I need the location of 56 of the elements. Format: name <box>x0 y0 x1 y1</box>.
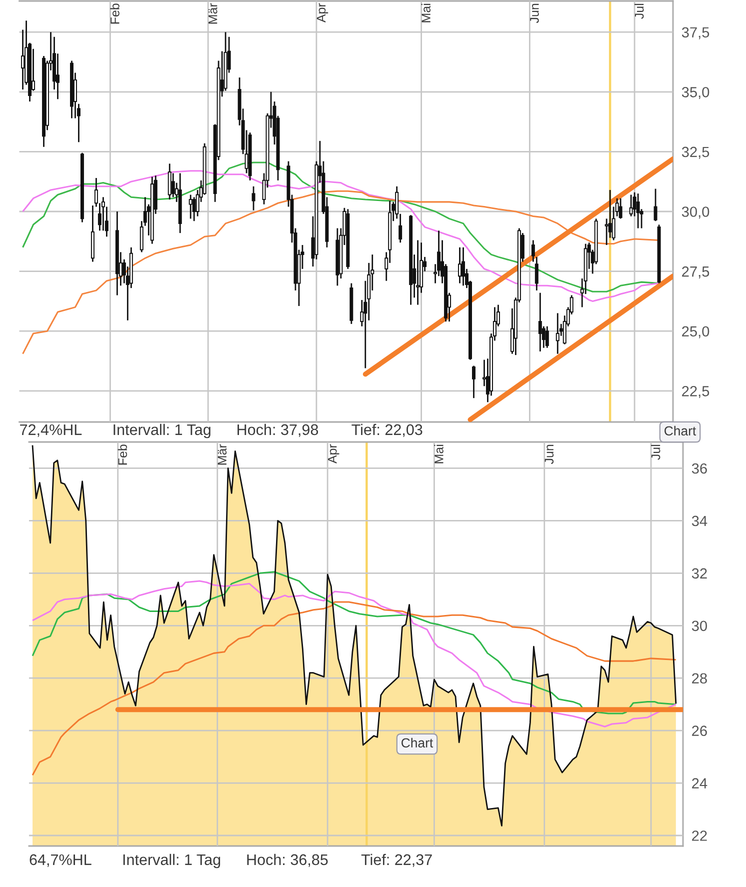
y-tick-label: 25,0 <box>682 326 710 338</box>
candlestick <box>168 162 172 200</box>
x-tick-label: Jul <box>651 444 660 460</box>
candlestick <box>192 196 196 222</box>
candlestick <box>545 326 549 349</box>
annotation: Chart <box>402 738 434 748</box>
text: 64,7%HL <box>30 854 92 867</box>
candlestick <box>618 198 622 220</box>
x-tick-label: Jul <box>634 4 644 19</box>
y-tick-label: 27,5 <box>682 266 710 278</box>
candlestick <box>416 240 420 306</box>
candlestick <box>188 194 192 220</box>
y-tick-label: 34 <box>692 516 708 526</box>
y-tick-label: 22 <box>692 830 707 841</box>
text: Intervall: 1 Tag <box>123 854 220 868</box>
text: Tief: 22,03 <box>352 424 422 437</box>
y-tick-label: 37,5 <box>682 27 710 40</box>
text: Hoch: 37,98 <box>238 424 318 437</box>
x-tick-label: Jun <box>530 4 539 24</box>
candlestick <box>21 29 25 90</box>
y-tick-label: 32,5 <box>682 146 710 159</box>
candlestick <box>534 256 538 292</box>
text: Chart <box>664 426 696 436</box>
candlestick <box>462 246 465 286</box>
x-tick-label: Mär <box>218 444 227 465</box>
text: 72,4%HL <box>20 424 82 437</box>
x-tick-label: Mär <box>208 3 218 24</box>
y-tick-label: 22,5 <box>682 386 710 398</box>
x-tick-label: Mai <box>421 4 430 22</box>
candlestick <box>556 312 560 355</box>
candlestick <box>654 188 658 222</box>
x-tick-label: Feb <box>118 444 128 465</box>
candlestick <box>171 172 175 198</box>
y-tick-label: 30,0 <box>682 206 710 219</box>
candlestick <box>531 240 535 262</box>
y-tick-label: 36 <box>692 463 707 474</box>
y-tick-label: 28 <box>692 673 707 684</box>
candlestick <box>636 192 640 229</box>
candlestick <box>458 246 462 284</box>
y-tick-label: 24 <box>692 778 708 788</box>
candlestick <box>472 365 476 399</box>
y-tick-label: 30 <box>692 620 707 632</box>
text: Intervall: 1 Tag <box>114 424 210 438</box>
x-tick-label: Mai <box>434 444 444 464</box>
candlestick <box>538 292 542 352</box>
candlestick <box>604 218 608 246</box>
x-tick-label: Apr <box>316 3 328 23</box>
y-tick-label: 26 <box>692 726 707 736</box>
y-tick-label: 35,0 <box>682 87 710 100</box>
text: Tief: 22,37 <box>361 854 432 867</box>
candlestick <box>629 194 633 217</box>
y-tick-label: 32 <box>692 568 707 579</box>
text: Hoch: 36,85 <box>247 854 328 867</box>
x-tick-label: Feb <box>110 4 120 24</box>
x-tick-label: Jun <box>544 444 554 464</box>
x-tick-label: Apr <box>328 444 340 464</box>
